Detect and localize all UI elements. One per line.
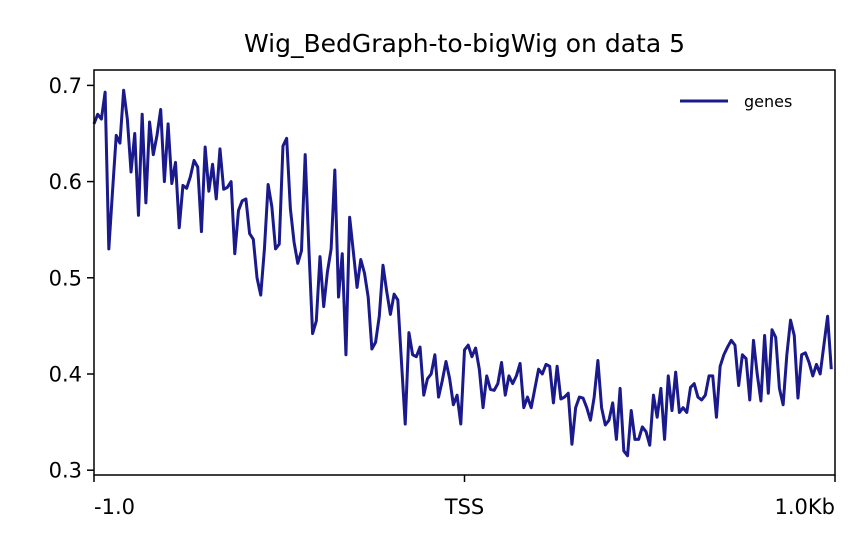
x-tick-label: 1.0Kb [775,495,836,519]
x-axis: -1.0 TSS 1.0Kb [93,475,836,519]
y-axis: 0.3 0.4 0.5 0.6 0.7 [49,74,94,483]
y-tick-label: 0.7 [49,74,82,98]
plot-series-group [92,88,833,458]
x-tick-label: -1.0 [94,495,135,519]
y-tick-label: 0.6 [49,170,82,194]
y-tick-label: 0.5 [49,266,82,290]
y-tick-label: 0.3 [49,459,82,483]
legend: genes [680,92,792,111]
y-tick-label: 0.4 [49,362,82,386]
series-line-genes [92,88,833,458]
x-tick-label: TSS [444,495,485,519]
chart-title: Wig_BedGraph-to-bigWig on data 5 [244,29,685,58]
legend-label-genes: genes [744,92,792,111]
